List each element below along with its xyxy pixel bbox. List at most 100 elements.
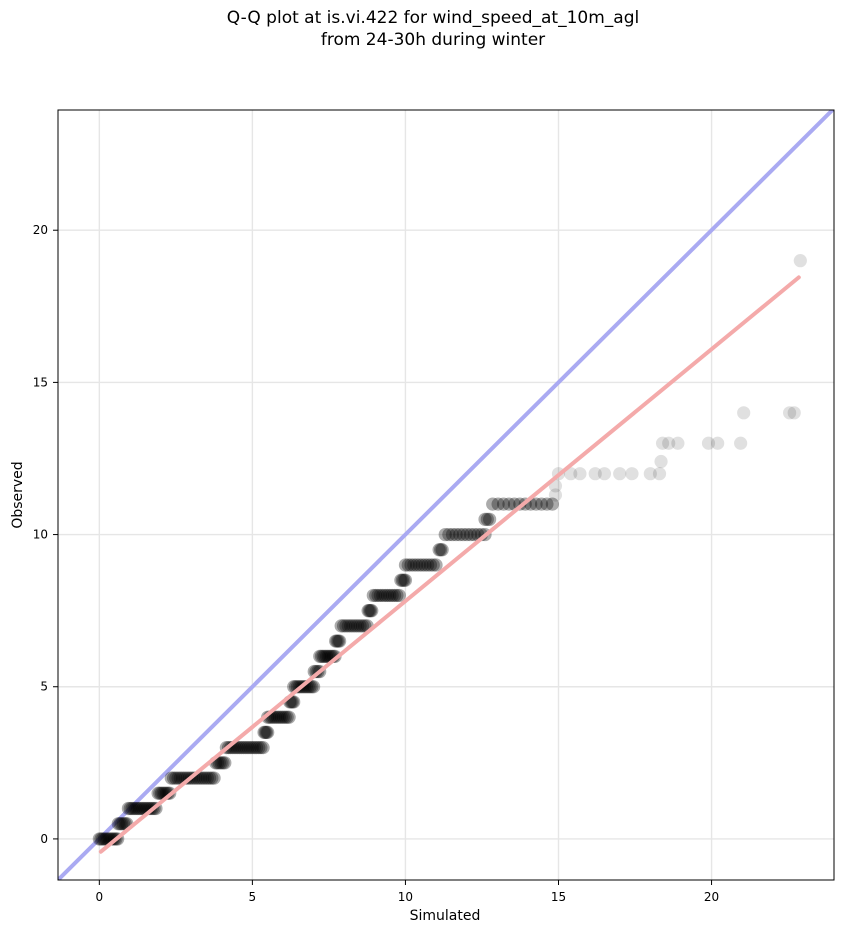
- scatter-point: [276, 710, 290, 724]
- scatter-point: [460, 527, 474, 542]
- scatter-point: [282, 710, 296, 724]
- scatter-point: [196, 771, 210, 785]
- scatter-point: [205, 771, 219, 785]
- scatter-point: [434, 543, 448, 557]
- scatter-point: [330, 634, 344, 648]
- scatter-point: [483, 512, 497, 526]
- x-tick-label: 10: [398, 890, 413, 904]
- scatter-point: [362, 604, 376, 618]
- scatter-point: [376, 588, 390, 603]
- scatter-point: [371, 588, 385, 603]
- scatter-point: [573, 467, 587, 481]
- scatter-point: [445, 527, 460, 542]
- y-tick-label: 15: [33, 375, 48, 389]
- scatter-point: [478, 512, 492, 526]
- scatter-point: [415, 558, 429, 572]
- scatter-point: [212, 756, 226, 770]
- scatter-point: [214, 756, 228, 770]
- scatter-point: [453, 527, 467, 542]
- scatter-point: [329, 634, 343, 648]
- scatter-point: [502, 497, 516, 511]
- scatter-point: [654, 454, 668, 469]
- scatter-point: [383, 588, 397, 603]
- scatter-point: [94, 832, 108, 846]
- scatter-point: [96, 832, 110, 846]
- scatter-point: [319, 649, 334, 663]
- scatter-point: [529, 497, 543, 511]
- scatter-point: [243, 741, 257, 755]
- scatter-point: [380, 588, 395, 603]
- scatter-point: [207, 771, 221, 785]
- scatter-point: [564, 467, 578, 481]
- scatter-point: [449, 527, 463, 542]
- scatter-point: [307, 680, 321, 694]
- scatter-point: [404, 558, 418, 572]
- scatter-point: [423, 558, 438, 572]
- scatter-point: [418, 558, 432, 572]
- scatter-point: [783, 406, 797, 420]
- scatter-point: [252, 741, 266, 755]
- scatter-point: [234, 741, 249, 755]
- scatter-point: [247, 741, 262, 755]
- scatter-point: [259, 725, 274, 739]
- scatter-point: [662, 436, 676, 450]
- scatter-point: [463, 527, 478, 542]
- scatter-point: [597, 467, 612, 481]
- chart-subtitle: from 24-30h during winter: [320, 30, 546, 50]
- scatter-point: [258, 725, 272, 739]
- scatter-point: [387, 588, 402, 603]
- scatter-point: [401, 558, 415, 572]
- scatter-point: [378, 588, 392, 603]
- scatter-point: [218, 756, 232, 770]
- scatter-point: [125, 801, 139, 816]
- scatter-point: [421, 558, 435, 572]
- y-tick-label: 5: [40, 680, 48, 694]
- tick-layer: 0 5 10 15 20 0 5 10 15 20: [33, 223, 719, 904]
- scatter-point: [652, 467, 667, 481]
- scatter-point: [545, 497, 559, 511]
- scatter-point: [351, 619, 365, 633]
- scatter-point: [435, 543, 449, 557]
- scatter-point: [164, 771, 178, 785]
- scatter-point: [245, 741, 259, 755]
- scatter-point: [92, 832, 106, 846]
- x-tick-label: 0: [96, 890, 104, 904]
- scatter-point: [305, 680, 319, 694]
- scatter-point: [486, 497, 500, 511]
- scatter-point: [313, 649, 327, 663]
- scatter-point: [333, 634, 347, 648]
- scatter-point: [256, 741, 270, 755]
- scatter-point: [540, 497, 554, 511]
- y-tick-label: 0: [40, 832, 48, 846]
- x-axis-label: Simulated: [410, 908, 481, 924]
- scatter-point: [353, 619, 367, 633]
- scatter-point: [274, 710, 288, 724]
- scatter-point: [534, 497, 549, 511]
- scatter-point: [395, 573, 409, 587]
- scatter-point: [407, 558, 421, 572]
- x-tick-label: 5: [249, 890, 257, 904]
- scatter-point: [491, 497, 505, 511]
- scatter-point: [270, 710, 285, 724]
- scatter-point: [280, 710, 294, 724]
- scatter-point: [257, 725, 271, 739]
- scatter-point: [216, 756, 230, 770]
- scatter-point: [200, 771, 214, 785]
- scatter-point: [588, 467, 602, 481]
- scatter-point: [655, 436, 670, 450]
- scatter-point: [203, 771, 217, 785]
- scatter-point: [318, 649, 332, 663]
- scatter-point: [113, 817, 127, 831]
- scatter-point: [480, 512, 494, 526]
- scatter-point: [132, 801, 147, 816]
- scatter-point: [429, 558, 443, 572]
- x-tick-label: 20: [704, 890, 719, 904]
- scatter-point: [344, 619, 358, 633]
- scatter-point: [625, 467, 639, 481]
- scatter-point: [467, 527, 481, 542]
- scatter-point: [239, 741, 253, 755]
- scatter-point: [115, 817, 129, 831]
- scatter-point: [365, 604, 379, 618]
